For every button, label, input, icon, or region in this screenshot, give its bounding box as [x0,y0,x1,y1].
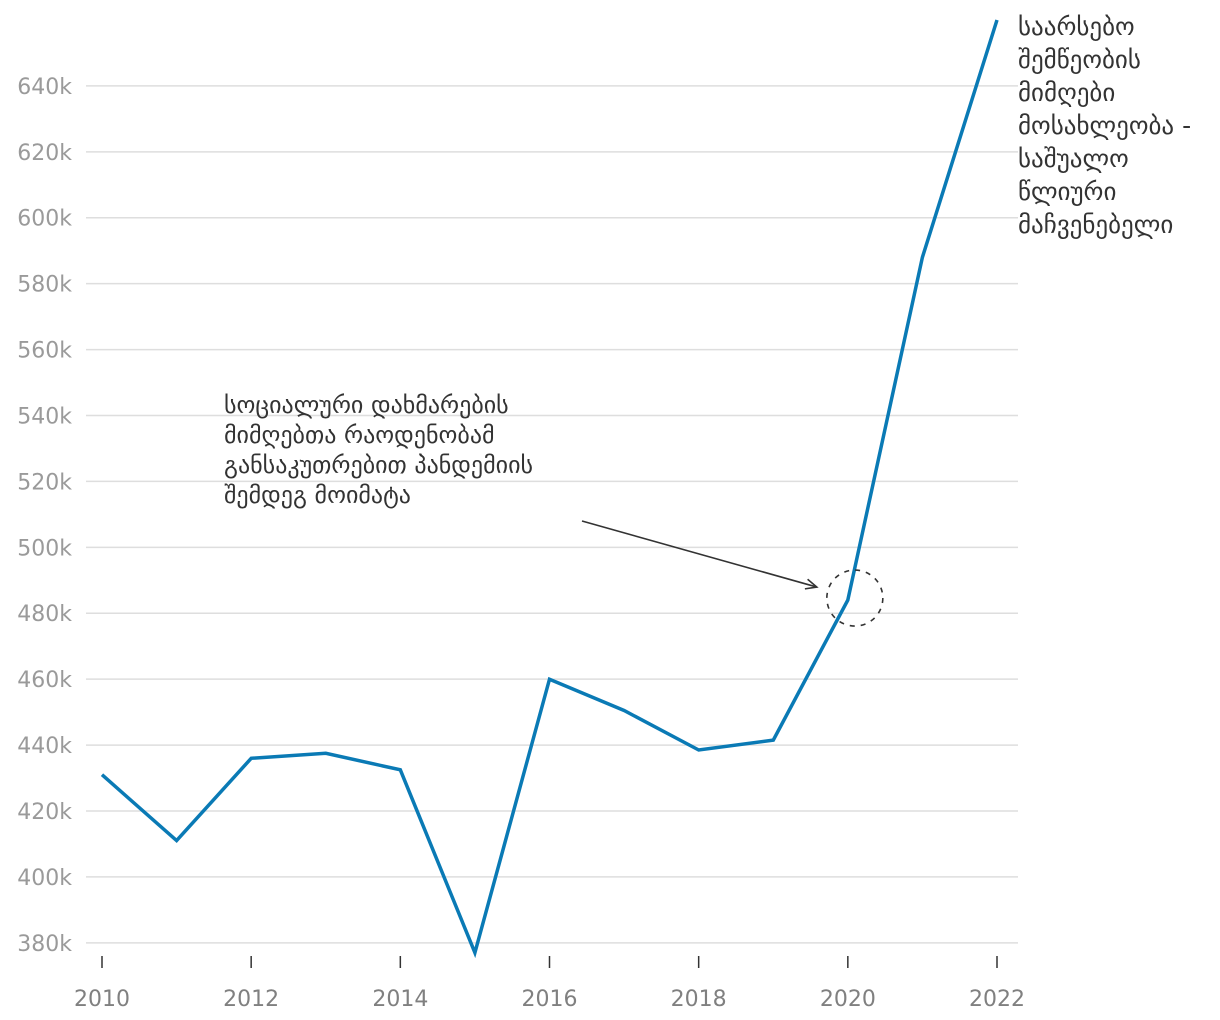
x-tick-label: 2010 [74,987,130,1012]
x-axis: 2010 2012 2014 2016 2018 2020 2022 [74,956,1025,1012]
annotation-marker [581,520,884,627]
x-tick-label: 2012 [223,987,279,1012]
series-label: საარსებო შემწეობის მიმღები მოსახლეობა - … [1018,12,1192,239]
x-tick-label: 2022 [969,987,1025,1012]
y-tick-label: 600k [17,207,72,232]
x-tick-label: 2018 [671,987,727,1012]
series-lines [100,19,999,959]
y-tick-label: 640k [17,75,72,100]
y-tick-label: 460k [17,668,72,693]
y-tick-label: 380k [17,932,72,957]
y-gridlines [86,85,1018,944]
y-tick-label: 440k [17,734,72,759]
y-tick-label: 540k [17,404,72,429]
y-tick-label: 400k [17,866,72,891]
x-tick-label: 2014 [372,987,428,1012]
annotation-arrow [581,520,819,590]
y-tick-label: 620k [17,141,72,166]
x-tick-label: 2020 [820,987,876,1012]
y-tick-label: 500k [17,536,72,561]
y-tick-label: 420k [17,800,72,825]
y-tick-label: 480k [17,602,72,627]
annotation-text: სოციალური დახმარების მიმღებთა რაოდენობამ… [224,391,534,509]
y-tick-label: 560k [17,339,72,364]
y-tick-label: 520k [17,470,72,495]
x-tick-label: 2016 [522,987,578,1012]
series-line [100,19,999,959]
y-axis-tick-labels: 380k 400k 420k 440k 460k 480k 500k 520k 540k 560k… [17,75,72,957]
annotation-circle [826,569,884,627]
y-tick-label: 580k [17,273,72,298]
